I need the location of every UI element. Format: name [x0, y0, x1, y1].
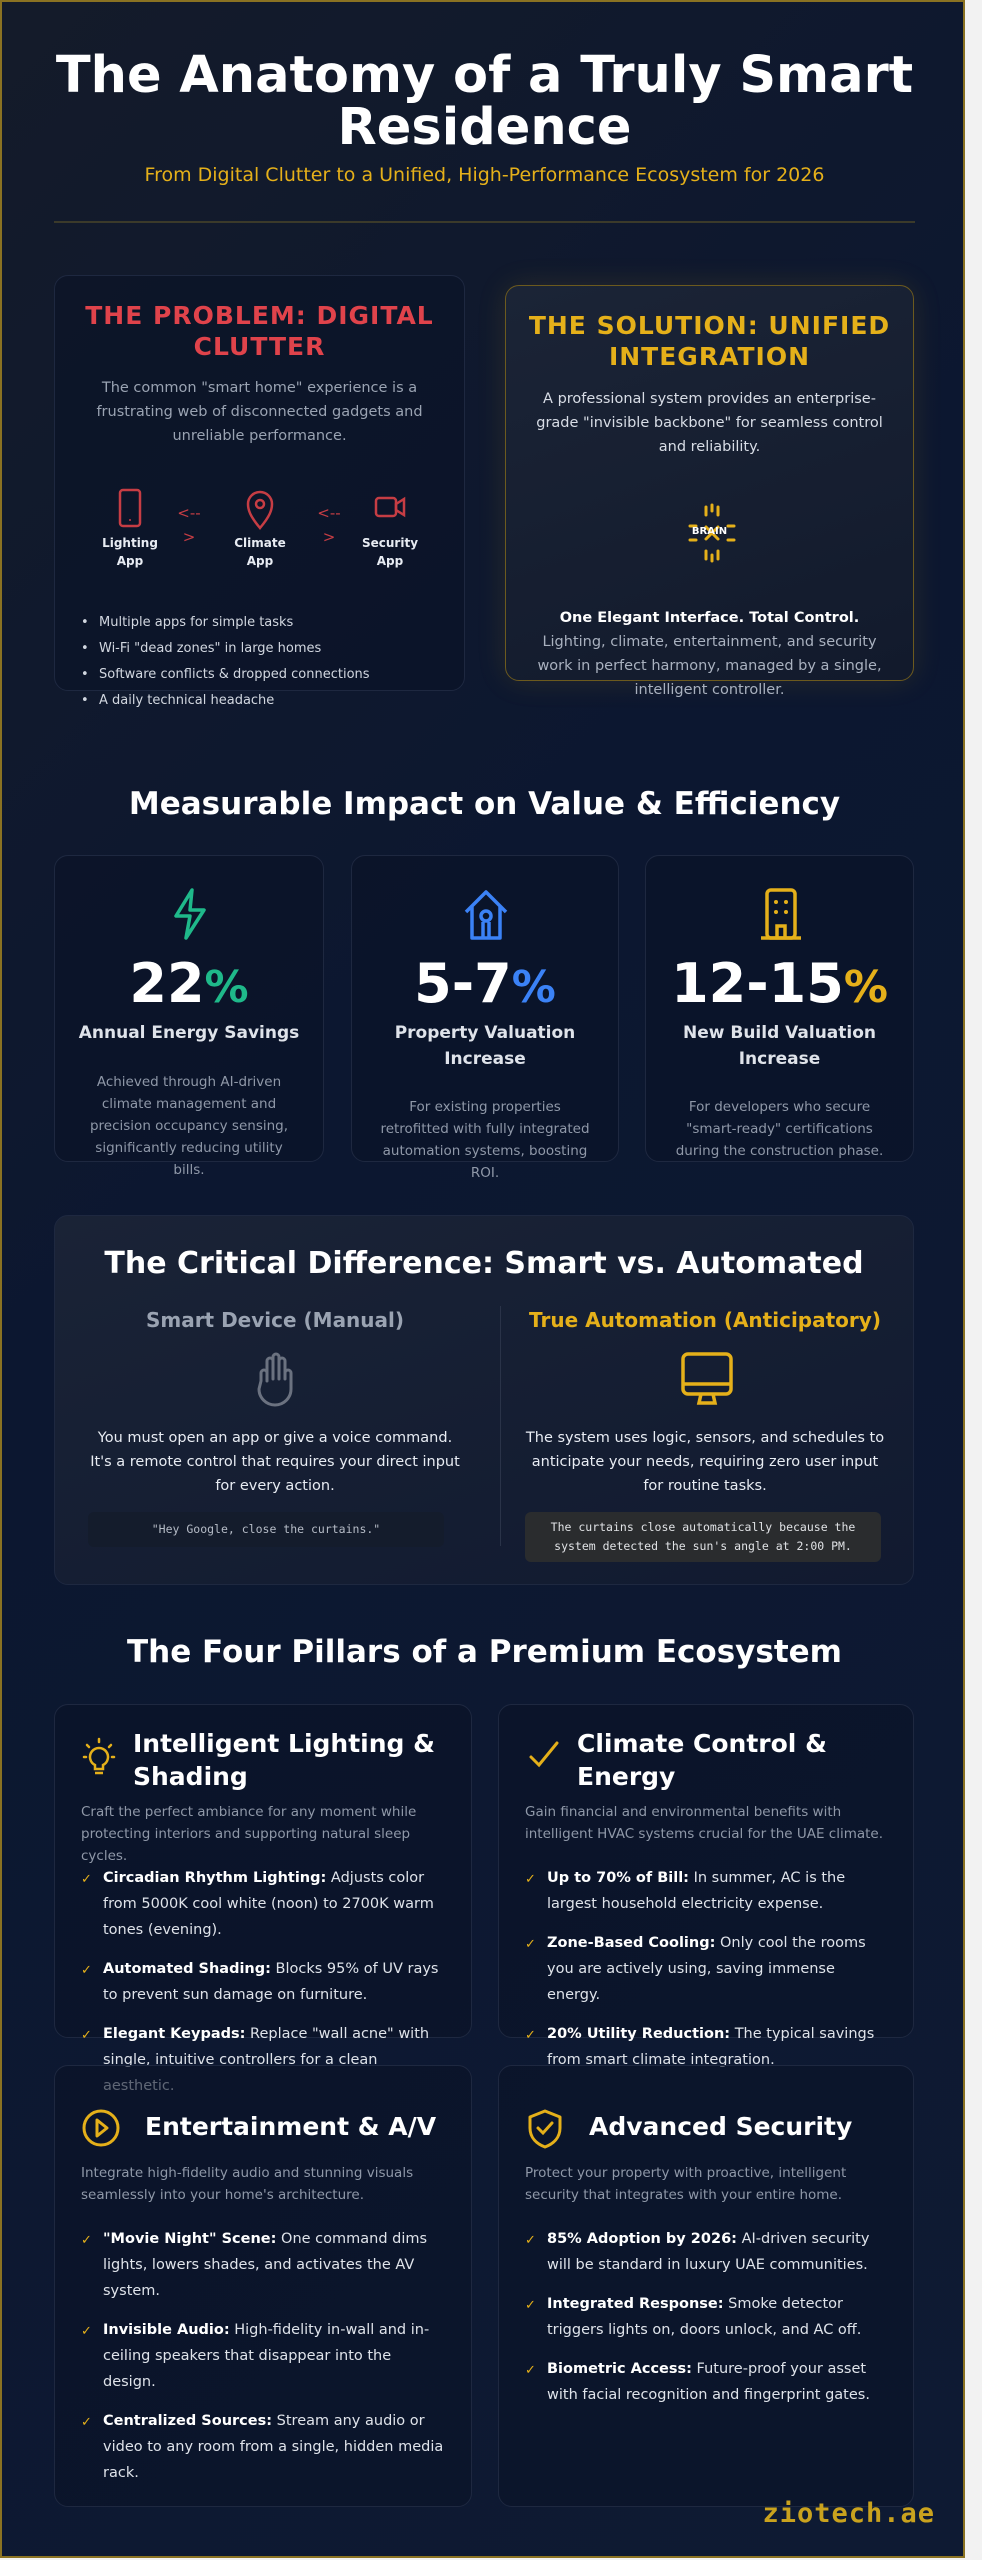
arrow-connector: <-- >	[317, 504, 341, 546]
stat-card: 5-7% Property Valuation Increase For exi…	[351, 855, 619, 1181]
check-icon: ✓	[81, 2028, 92, 2043]
pillar-card: Advanced Security Protect your property …	[498, 2065, 914, 2507]
list-item: ✓ Automated Shading: Blocks 95% of UV ray…	[81, 1956, 447, 2008]
list-item: ✓ Zone-Based Cooling: Only cool the rooms…	[525, 1930, 889, 2008]
page-subtitle: From Digital Clutter to a Unified, High-…	[144, 164, 825, 186]
stat-label: Property Valuation Increase	[394, 1023, 576, 1069]
solution-detail: Lighting, climate, entertainment, and se…	[537, 634, 882, 698]
app-climate: Climate App	[225, 486, 295, 570]
difference-heading: The Critical Difference: Smart vs. Autom…	[104, 1246, 864, 1281]
auto-example: The curtains close automatically because…	[525, 1512, 881, 1562]
page-title: The Anatomy of a Truly Smart Residence	[55, 46, 914, 157]
list-item: ✓ Centralized Sources: Stream any audio o…	[81, 2408, 447, 2486]
stat-card: 12-15% New Build Valuation Increase For …	[645, 855, 914, 1162]
pillar-list: ✓ 85% Adoption by 2026: AI-driven securit…	[525, 2226, 889, 2421]
building-icon	[760, 888, 801, 940]
pillar-title: Entertainment & A/V	[145, 2112, 437, 2141]
solution-title: THE SOLUTION: UNIFIED INTEGRATION	[528, 311, 891, 371]
problem-title: THE PROBLEM: DIGITAL CLUTTER	[85, 301, 434, 361]
list-item: ✓ 20% Utility Reduction: The typical savi…	[525, 2021, 889, 2073]
auto-text: The system uses logic, sensors, and sche…	[525, 1430, 885, 1494]
check-icon: ✓	[81, 2233, 92, 2248]
pillars-heading: The Four Pillars of a Premium Ecosystem	[127, 1634, 842, 1670]
pillar-card: Entertainment & A/V Integrate high-fidel…	[54, 2065, 472, 2507]
stat-label: New Build Valuation Increase	[682, 1023, 877, 1069]
shield-check-icon	[528, 2109, 562, 2149]
smartphone-icon	[118, 488, 142, 528]
list-item: ✓ Biometric Access: Future-proof your ass…	[525, 2356, 889, 2408]
list-item: ✓ Invisible Audio: High-fidelity in-wall …	[81, 2317, 447, 2395]
check-icon: ✓	[81, 1963, 92, 1978]
stat-label: Annual Energy Savings	[78, 1023, 300, 1043]
check-icon: ✓	[525, 1937, 536, 1952]
impact-heading: Measurable Impact on Value & Efficiency	[128, 786, 841, 822]
pillar-list: ✓ Circadian Rhythm Lighting: Adjusts colo…	[81, 1865, 447, 2112]
problem-list: Multiple apps for simple tasks Wi-Fi "de…	[77, 610, 370, 714]
manual-text: You must open an app or give a voice com…	[90, 1430, 460, 1494]
hand-icon	[257, 1352, 293, 1407]
smart-home-icon	[464, 890, 508, 940]
list-item: A daily technical headache	[77, 688, 370, 714]
list-item: ✓ Integrated Response: Smoke detector tri…	[525, 2291, 889, 2343]
video-camera-icon	[374, 496, 406, 518]
play-circle-icon	[82, 2109, 120, 2147]
pillar-list: ✓ "Movie Night" Scene: One command dims l…	[81, 2226, 447, 2499]
list-item: ✓ 85% Adoption by 2026: AI-driven securit…	[525, 2226, 889, 2278]
pillar-list: ✓ Up to 70% of Bill: In summer, AC is the…	[525, 1865, 889, 2086]
app-security: Security App	[355, 486, 425, 570]
check-icon: ✓	[81, 2415, 92, 2430]
stat-value: 22%	[129, 952, 249, 1015]
solution-tagline: One Elegant Interface. Total Control.	[559, 610, 860, 626]
auto-title: True Automation (Anticipatory)	[529, 1308, 881, 1332]
solution-card: THE SOLUTION: UNIFIED INTEGRATION A prof…	[505, 285, 914, 698]
header-divider	[54, 221, 915, 223]
monitor-icon	[681, 1352, 733, 1405]
check-icon: ✓	[525, 2233, 536, 2248]
check-icon: ✓	[525, 1872, 536, 1887]
problem-description: The common "smart home" experience is a …	[96, 380, 423, 444]
problem-card: THE PROBLEM: DIGITAL CLUTTER The common …	[54, 275, 465, 714]
difference-card: The Critical Difference: Smart vs. Autom…	[54, 1215, 914, 1585]
stat-description: For developers who secure "smart-ready" …	[675, 1099, 884, 1159]
check-icon: ✓	[81, 1872, 92, 1887]
column-divider	[500, 1306, 501, 1546]
stat-card: 22% Annual Energy Savings Achieved throu…	[54, 855, 324, 1178]
list-item: Multiple apps for simple tasks	[77, 610, 370, 636]
check-icon: ✓	[81, 2324, 92, 2339]
lightning-bolt-icon	[174, 888, 206, 940]
list-item: ✓ "Movie Night" Scene: One command dims l…	[81, 2226, 447, 2304]
app-lighting: Lighting App	[95, 486, 165, 570]
pillar-description: Gain financial and environmental benefit…	[525, 1804, 884, 1842]
manual-title: Smart Device (Manual)	[145, 1308, 405, 1332]
pillar-description: Craft the perfect ambiance for any momen…	[81, 1804, 417, 1864]
brain-label: BRAIN	[691, 526, 728, 537]
check-icon: ✓	[525, 2298, 536, 2313]
check-icon: ✓	[525, 2028, 536, 2043]
pillar-title: Advanced Security	[589, 2112, 853, 2141]
stat-description: Achieved through AI-driven climate manag…	[89, 1074, 289, 1178]
lightbulb-icon	[82, 1737, 116, 1775]
pillar-description: Protect your property with proactive, in…	[525, 2165, 847, 2203]
pillar-description: Integrate high-fidelity audio and stunni…	[81, 2165, 414, 2203]
list-item: ✓ Up to 70% of Bill: In summer, AC is the…	[525, 1865, 889, 1917]
map-pin-icon	[246, 490, 274, 530]
manual-example: "Hey Google, close the curtains."	[88, 1512, 444, 1547]
pillar-title: Climate Control & Energy	[577, 1729, 827, 1791]
list-item: ✓ Circadian Rhythm Lighting: Adjusts colo…	[81, 1865, 447, 1943]
check-icon: ✓	[525, 2363, 536, 2378]
pillar-card: Climate Control & Energy Gain financial …	[498, 1704, 914, 2068]
stat-description: For existing properties retrofitted with…	[380, 1099, 590, 1181]
checkmark-icon	[529, 1741, 559, 1768]
stat-value: 12-15%	[671, 952, 888, 1015]
pillar-card: Intelligent Lighting & Shading Craft the…	[54, 1704, 472, 2094]
stat-value: 5-7%	[414, 952, 556, 1015]
solution-description: A professional system provides an enterp…	[536, 391, 883, 455]
brain-hub-icon	[688, 503, 736, 563]
list-item: Wi-Fi "dead zones" in large homes	[77, 636, 370, 662]
list-item: Software conflicts & dropped connections	[77, 662, 370, 688]
pillar-title: Intelligent Lighting & Shading	[133, 1729, 435, 1791]
brand-logo[interactable]: ziotech.ae	[762, 2498, 935, 2529]
arrow-connector: <-- >	[177, 504, 201, 546]
